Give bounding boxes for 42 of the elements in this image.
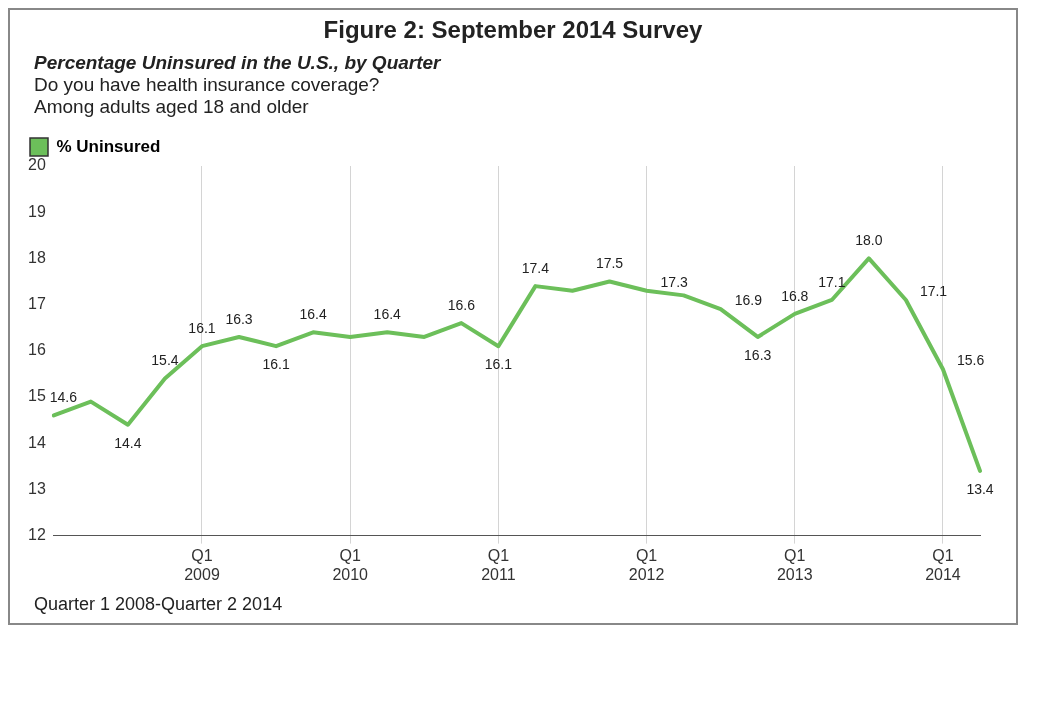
data-label: 15.4 [151,352,179,369]
x-tick-label: Q1 2013 [776,546,813,583]
data-label: 14.4 [114,434,142,451]
x-tick-label: Q1 2011 [481,546,516,583]
data-label: 16.1 [188,320,216,337]
x-tick-label: Q1 2009 [184,546,220,583]
data-label: 16.8 [781,287,809,304]
data-label: 13.4 [966,480,994,497]
data-label: 17.3 [660,273,689,290]
data-label: 17.1 [919,282,948,299]
y-tick-label: 16 [28,341,46,359]
data-label: 16.3 [744,346,772,363]
legend-label: % Uninsured [56,136,161,156]
y-tick-label: 18 [28,248,46,266]
chart-title: Figure 2: September 2014 Survey [322,16,704,44]
data-label: 16.1 [262,356,290,373]
y-tick-label: 20 [28,156,46,174]
y-tick-label: 12 [28,526,46,544]
y-tick-label: 17 [28,295,46,313]
text: Among adults aged 18 and older [34,96,310,118]
data-label: 14.6 [49,389,78,406]
y-tick-label: 13 [28,479,46,497]
data-label: 16.3 [225,310,253,327]
text: Do you have health insurance coverage? [34,74,381,96]
data-label: 16.4 [373,306,402,323]
y-tick-label: 14 [28,433,46,451]
chart-subtitle: Percentage Uninsured in the U.S., by Quarter [34,52,442,74]
data-label: 17.5 [595,255,624,272]
data-label: 18.0 [855,232,883,249]
y-tick-label: 15 [28,387,46,405]
data-label: 16.4 [299,306,327,323]
x-tick-label: Q1 2010 [332,546,369,583]
data-label: 17.1 [818,273,846,290]
data-label: 16.6 [447,296,476,313]
y-tick-label: 19 [28,202,46,220]
x-tick-label: Q1 2012 [628,546,665,583]
data-label: 16.9 [734,292,763,309]
x-tick-label: Q1 2014 [925,546,961,583]
text: Quarter 1 2008-Quarter 2 2014 [34,594,284,615]
data-label: 16.1 [484,356,513,373]
data-label: 15.6 [956,352,985,369]
data-label: 17.4 [521,259,550,276]
